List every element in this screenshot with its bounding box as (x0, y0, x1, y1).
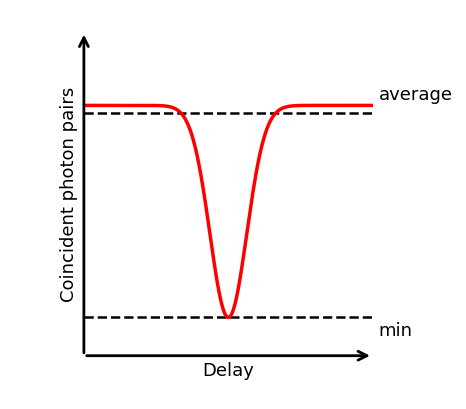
Text: min: min (378, 321, 412, 339)
Y-axis label: Coincident photon pairs: Coincident photon pairs (60, 87, 78, 301)
Text: average: average (378, 86, 452, 104)
X-axis label: Delay: Delay (202, 362, 254, 379)
